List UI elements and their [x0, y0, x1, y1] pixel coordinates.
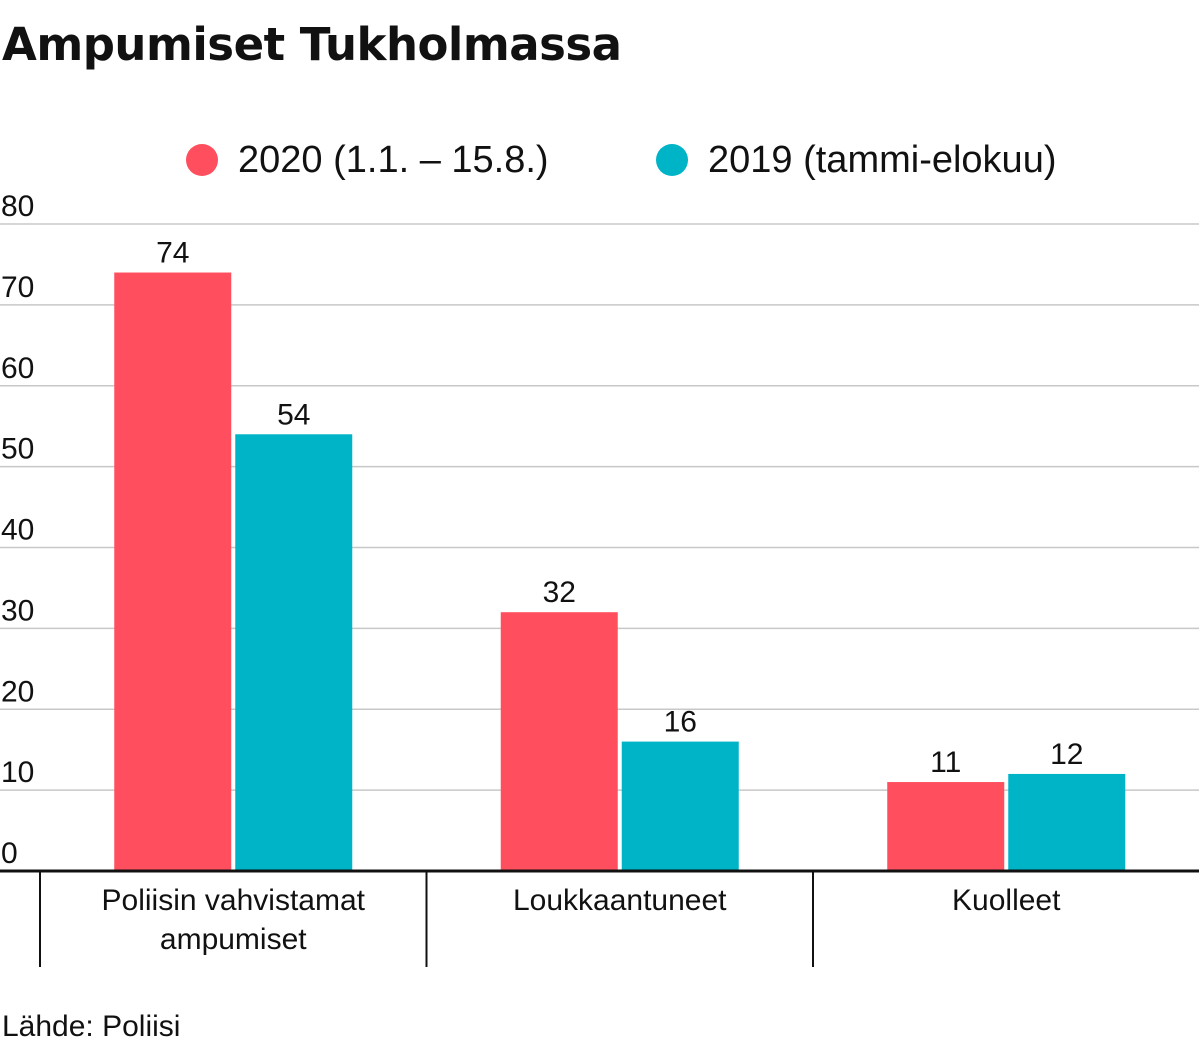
legend-item-2019: 2019 (tammi-elokuu) — [656, 138, 1056, 182]
value-label-2-1: 12 — [1050, 738, 1083, 771]
value-label-0-1: 54 — [277, 398, 310, 431]
value-label-1-1: 16 — [664, 706, 697, 739]
y-tick-label-30: 30 — [1, 594, 34, 627]
category-label-1-0: Loukkaantuneet — [513, 884, 727, 917]
bar-0-0 — [114, 272, 232, 871]
y-tick-label-20: 20 — [1, 675, 34, 708]
y-tick-label-50: 50 — [1, 433, 34, 466]
category-label-2-0: Kuolleet — [952, 884, 1061, 917]
y-tick-label-40: 40 — [1, 514, 34, 547]
chart-title: Ampumiset Tukholmassa — [2, 18, 622, 71]
y-tick-label-60: 60 — [1, 352, 34, 385]
category-label-0-1: ampumiset — [160, 923, 307, 956]
bar-2-0 — [887, 782, 1005, 871]
bar-1-0 — [500, 612, 618, 871]
bar-0-1 — [235, 434, 353, 871]
bar-2-1 — [1008, 773, 1126, 871]
value-label-0-0: 74 — [156, 237, 189, 270]
bar-chart: 0 10 20 30 40 50 60 70 80 74 54 Poliisin vahvistama… — [0, 190, 1199, 967]
y-tick-label-10: 10 — [1, 756, 34, 789]
legend-label-2019: 2019 (tammi-elokuu) — [708, 138, 1057, 181]
bar-1-1 — [621, 741, 739, 871]
source-note: Lähde: Poliisi — [2, 1010, 181, 1043]
value-label-1-0: 32 — [543, 576, 576, 609]
y-tick-label-80: 80 — [1, 190, 34, 223]
value-label-2-0: 11 — [930, 746, 961, 779]
legend-dot-2020 — [186, 144, 218, 176]
y-tick-label-0: 0 — [1, 837, 18, 870]
legend-dot-2019 — [656, 144, 688, 176]
y-tick-label-70: 70 — [1, 271, 34, 304]
legend-item-2020: 2020 (1.1. – 15.8.) — [186, 138, 549, 182]
legend-label-2020: 2020 (1.1. – 15.8.) — [238, 138, 549, 181]
category-label-0-0: Poliisin vahvistamat — [102, 884, 366, 917]
